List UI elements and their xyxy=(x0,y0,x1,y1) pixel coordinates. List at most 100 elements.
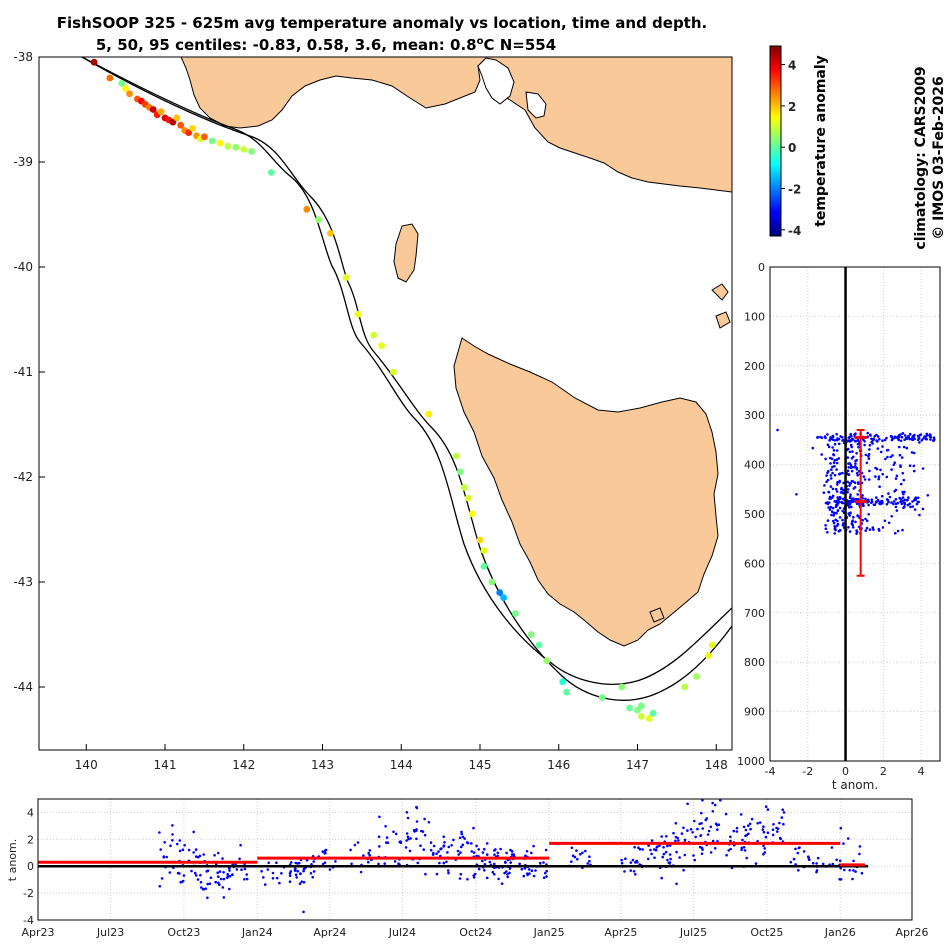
depth-axes: 0 100 200 300 400 500 600 700 800 900 1000-4 -2 0 2 4 xyxy=(737,261,925,778)
depth-point xyxy=(835,503,838,507)
depth-point xyxy=(857,445,860,449)
map-ytick-label: -38 xyxy=(13,50,33,64)
time-point xyxy=(216,871,219,874)
time-point xyxy=(159,848,162,851)
depth-point xyxy=(837,499,840,502)
map-xtick-label: 141 xyxy=(154,758,177,772)
depth-point xyxy=(901,490,904,494)
time-point xyxy=(496,851,500,855)
colorbar-tick-label: 4 xyxy=(788,59,796,73)
time-point xyxy=(288,872,292,875)
depth-point xyxy=(854,465,857,468)
time-point xyxy=(239,843,242,847)
depth-point xyxy=(868,528,872,531)
time-xtick-label: Apr26 xyxy=(895,926,928,939)
time-point xyxy=(405,811,409,814)
time-point xyxy=(623,870,626,873)
map-point xyxy=(173,114,181,122)
depth-point xyxy=(881,472,884,476)
map-points-layer xyxy=(90,58,716,722)
depth-point xyxy=(848,484,851,487)
time-point xyxy=(629,869,632,872)
depth-point xyxy=(827,445,831,449)
depth-point xyxy=(838,472,841,476)
map-point xyxy=(224,142,232,150)
depth-point xyxy=(902,506,905,510)
time-point xyxy=(475,844,478,848)
time-point xyxy=(368,854,372,857)
time-xtick-label: Jul24 xyxy=(388,926,416,939)
depth-point xyxy=(835,490,839,493)
depth-point xyxy=(856,442,860,446)
time-point xyxy=(674,822,678,825)
map-point xyxy=(378,342,385,350)
depth-point xyxy=(877,477,880,481)
depth-point xyxy=(912,437,916,440)
time-point xyxy=(321,862,325,866)
depth-ytick-label: 0 xyxy=(758,261,765,274)
depth-point xyxy=(919,433,923,436)
depth-ytick-label: 200 xyxy=(744,360,765,373)
map-point xyxy=(638,713,645,720)
depth-point xyxy=(924,435,928,438)
depth-point xyxy=(885,498,889,501)
time-xtick-label: Jan24 xyxy=(241,926,273,939)
time-ytick-label: -2 xyxy=(23,887,34,900)
time-point xyxy=(682,826,685,830)
time-point xyxy=(278,881,281,885)
map-point xyxy=(342,274,350,281)
map-axes: 140 141 142 143 144 145 146 147 148 -38 -39 -40 -41 -… xyxy=(13,50,727,772)
time-point xyxy=(575,849,578,852)
time-point xyxy=(168,871,172,874)
depth-point xyxy=(908,432,912,436)
depth-point xyxy=(856,474,859,477)
depth-point xyxy=(875,433,878,437)
time-point xyxy=(846,837,850,840)
time-point xyxy=(392,830,395,834)
time-point xyxy=(771,833,775,837)
map-point xyxy=(476,536,484,544)
depth-point xyxy=(826,433,829,436)
depth-point xyxy=(887,492,890,495)
depth-point xyxy=(847,466,850,469)
time-point xyxy=(275,861,278,864)
colorbar-tick-label: 0 xyxy=(788,141,796,155)
depth-point xyxy=(916,496,920,500)
depth-point xyxy=(894,505,898,509)
time-point xyxy=(393,860,397,863)
depth-point xyxy=(833,459,836,462)
time-point xyxy=(290,861,293,864)
time-point xyxy=(542,876,546,879)
time-point xyxy=(192,851,195,854)
depth-point xyxy=(849,439,852,442)
depth-point xyxy=(851,519,855,522)
time-point xyxy=(296,862,299,865)
depth-point xyxy=(905,446,909,450)
time-point xyxy=(701,827,704,830)
map-point xyxy=(126,90,133,98)
depth-point xyxy=(903,498,907,502)
time-point xyxy=(704,818,707,822)
depth-point xyxy=(900,502,904,506)
time-point xyxy=(163,841,166,844)
depth-point xyxy=(851,526,855,529)
depth-point xyxy=(835,449,839,452)
colorbar-tick-label: -2 xyxy=(788,183,801,197)
time-panel: Apr23 Jul23 Oct23 Jan24 Apr24 Jul24 Oct24 Jan25… xyxy=(6,798,929,939)
depth-point xyxy=(828,508,832,512)
time-point xyxy=(698,845,702,849)
time-point xyxy=(485,842,489,845)
depth-point xyxy=(910,437,914,440)
depth-point xyxy=(913,469,916,473)
colorbar-tick-label: 2 xyxy=(788,100,796,114)
map-point xyxy=(149,106,157,113)
time-point xyxy=(729,847,732,851)
depth-point xyxy=(885,449,889,452)
depth-point xyxy=(867,454,870,458)
map-point xyxy=(425,410,433,418)
time-point xyxy=(524,854,527,857)
time-point xyxy=(183,843,186,847)
map-point xyxy=(645,715,653,722)
depth-point xyxy=(883,438,887,442)
depth-point xyxy=(830,457,834,461)
